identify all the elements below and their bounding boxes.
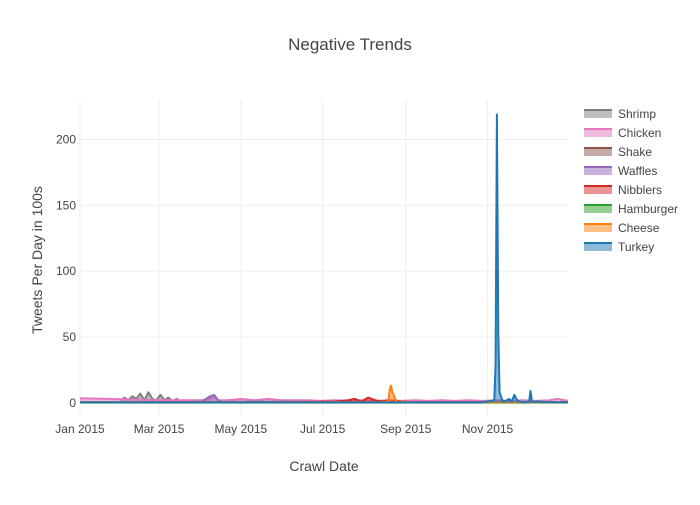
legend-swatch bbox=[584, 129, 612, 137]
legend-swatch bbox=[584, 243, 612, 251]
legend-label: Chicken bbox=[618, 126, 661, 140]
legend-swatch bbox=[584, 148, 612, 156]
y-tick-label: 200 bbox=[56, 133, 76, 147]
y-tick-label: 50 bbox=[63, 330, 77, 344]
legend-swatch bbox=[584, 186, 612, 194]
legend-label: Cheese bbox=[618, 221, 660, 235]
y-tick-label: 0 bbox=[69, 396, 76, 410]
legend-label: Hamburger bbox=[618, 202, 678, 216]
legend-label: Turkey bbox=[618, 240, 654, 254]
x-tick-label: Mar 2015 bbox=[134, 422, 185, 436]
x-tick-label: Jul 2015 bbox=[300, 422, 346, 436]
x-tick-label: Sep 2015 bbox=[380, 422, 432, 436]
x-axis-title: Crawl Date bbox=[289, 458, 358, 474]
y-tick-label: 100 bbox=[56, 264, 76, 278]
y-tick-label: 150 bbox=[56, 198, 76, 212]
legend-swatch bbox=[584, 205, 612, 213]
legend-label: Nibblers bbox=[618, 183, 662, 197]
legend-label: Waffles bbox=[618, 164, 657, 178]
legend-swatch bbox=[584, 110, 612, 118]
x-tick-label: Nov 2015 bbox=[462, 422, 514, 436]
x-tick-label: May 2015 bbox=[215, 422, 268, 436]
legend-swatch bbox=[584, 167, 612, 175]
legend-swatch bbox=[584, 224, 612, 232]
legend-label: Shrimp bbox=[618, 107, 656, 121]
chart-title: Negative Trends bbox=[288, 35, 412, 54]
x-tick-label: Jan 2015 bbox=[55, 422, 105, 436]
legend-label: Shake bbox=[618, 145, 652, 159]
y-axis-title: Tweets Per Day in 100s bbox=[29, 186, 45, 334]
